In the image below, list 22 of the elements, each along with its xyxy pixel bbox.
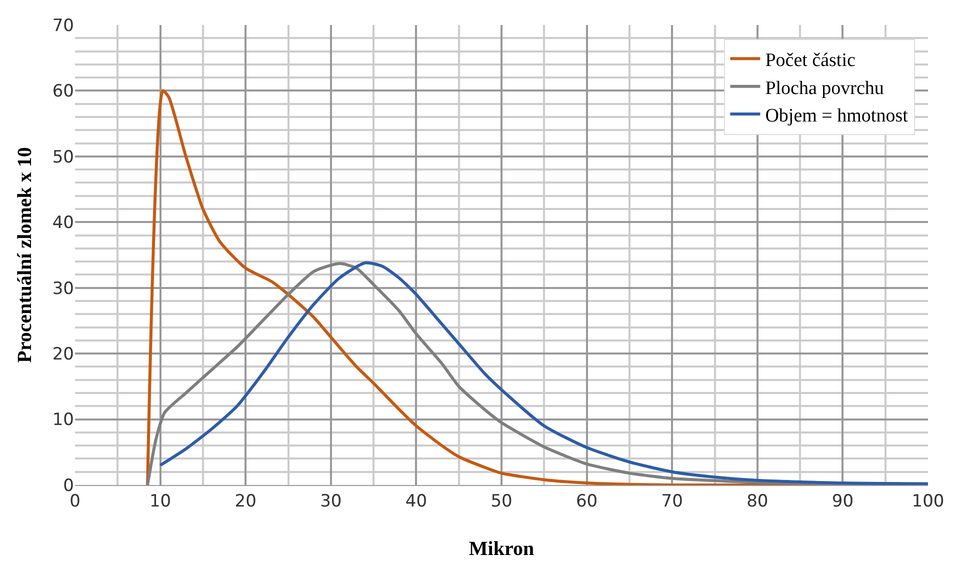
x-tick-label: 50: [490, 491, 512, 512]
legend-label: Objem = hmotnost: [765, 105, 909, 126]
x-tick-label: 70: [661, 491, 683, 512]
y-tick-label: 10: [52, 410, 74, 430]
x-tick-label: 80: [746, 491, 768, 512]
legend-label: Počet částic: [765, 50, 856, 72]
x-tick-label: 30: [320, 491, 342, 512]
y-tick-label: 30: [52, 278, 74, 299]
y-axis-title: Procentuální zlomek x 10: [14, 147, 36, 363]
x-tick-label: 90: [832, 491, 854, 512]
y-tick-label: 20: [52, 344, 74, 365]
x-tick-label: 60: [576, 491, 598, 512]
y-tick-label: 40: [52, 213, 74, 234]
y-tick-label: 60: [52, 82, 74, 102]
x-tick-label: 100: [912, 491, 944, 512]
y-tick-label: 50: [52, 147, 74, 168]
y-tick-label: 70: [52, 16, 74, 36]
x-axis-title: Mikron: [468, 538, 534, 560]
x-tick-label: 20: [234, 491, 256, 512]
legend-label: Plocha povrchu: [765, 78, 884, 99]
x-tick-label: 10: [149, 491, 172, 512]
x-tick-label: 40: [405, 491, 428, 512]
